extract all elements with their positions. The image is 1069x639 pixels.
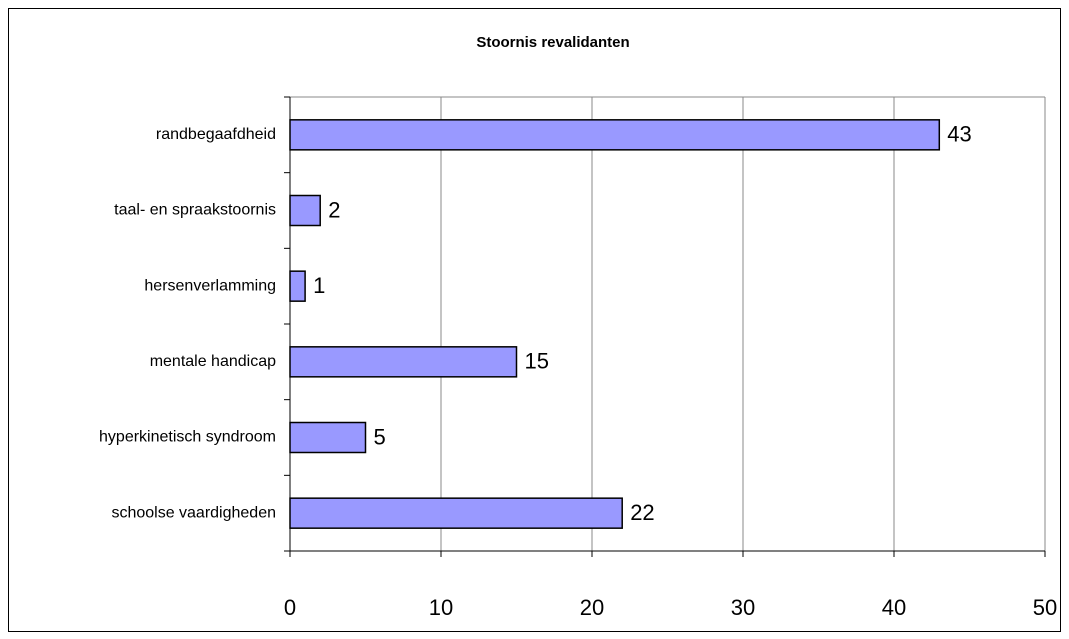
y-tick-label: hersenverlamming	[144, 277, 276, 294]
y-tick-label: hyperkinetisch syndroom	[99, 429, 276, 446]
chart-border	[8, 8, 1061, 632]
value-label: 5	[374, 424, 386, 449]
value-label: 1	[313, 273, 325, 298]
x-tick-label: 10	[429, 595, 453, 620]
bar	[289, 119, 941, 151]
value-label: 22	[630, 500, 654, 525]
y-tick-label: schoolse vaardigheden	[111, 504, 276, 521]
bar	[289, 194, 321, 227]
y-tick-label: randbegaafdheid	[156, 126, 276, 143]
bar	[289, 346, 518, 378]
x-tick-label: 50	[1033, 595, 1057, 620]
value-label: 2	[328, 197, 340, 222]
value-label: 15	[525, 349, 549, 374]
y-tick-label: taal- en spraakstoornis	[114, 202, 276, 219]
x-tick-label: 20	[580, 595, 604, 620]
y-tick-label: mentale handicap	[150, 353, 276, 370]
bar	[289, 421, 367, 454]
value-label: 43	[947, 122, 971, 147]
x-tick-label: 30	[731, 595, 755, 620]
bar	[289, 270, 306, 302]
x-tick-label: 0	[284, 595, 296, 620]
bar	[289, 497, 623, 529]
chart-title: Stoornis revalidanten	[476, 34, 629, 51]
x-tick-label: 40	[882, 595, 906, 620]
